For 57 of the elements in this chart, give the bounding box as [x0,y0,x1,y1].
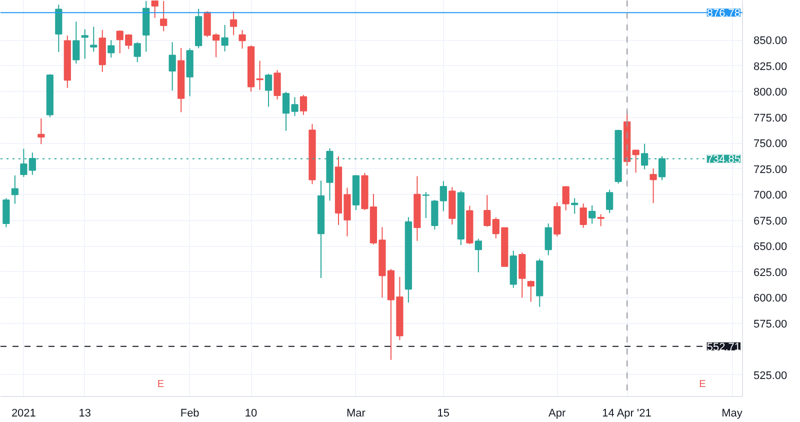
candlestick [230,11,238,36]
candlestick [597,214,604,227]
x-tick-label: Apr [548,408,566,420]
candlestick [527,280,534,302]
ref-line-label: 552.71 [706,341,741,354]
x-tick-label: 10 [244,408,258,420]
candlestick [160,0,168,32]
candlestick [90,26,98,52]
x-tick-label: Mar [346,408,366,420]
candlestick [81,28,88,60]
y-tick-label: 775.00 [754,112,788,124]
candlestick [11,174,18,204]
candlestick [650,168,657,204]
candlestick [151,0,158,18]
x-tick-label: 2021 [11,408,36,420]
candlestick [221,24,228,52]
candlestick [264,73,272,108]
candlestick [134,42,141,63]
candlestick [484,194,491,228]
candlestick [606,189,614,214]
x-tick-label: 13 [78,408,92,420]
y-tick-label: 600.00 [754,292,788,305]
candlestick [588,204,596,224]
y-tick-label: 575.00 [754,318,788,330]
x-tick-label: May [722,408,743,420]
candlestick [544,222,552,256]
candlestick [474,238,482,273]
candlestick [632,149,640,174]
y-tick-label: 625.00 [754,266,788,279]
candlestick [2,198,10,228]
annotation: E [699,379,706,390]
y-tick-label: 750.00 [754,138,788,150]
ref-line-label: 734.85 [706,154,741,166]
candlestick [274,70,281,100]
x-tick-label: 14 Apr '21 [602,408,652,420]
y-tick-label: 525.00 [754,370,788,382]
x-tick-label: Feb [180,408,200,420]
candlestick [580,202,587,228]
candlestick [562,186,570,211]
y-tick-label: 700.00 [754,190,788,202]
x-tick-label: 15 [437,408,450,420]
candlestick [422,192,430,219]
y-tick-label: 825.00 [754,60,788,73]
candlestick [38,118,45,145]
candlestick [72,21,80,64]
candlestick [518,252,526,298]
candlestick [238,30,246,50]
annotation: E [157,379,164,390]
candlestick [168,42,176,92]
candlestick [108,40,115,58]
y-tick-label: 675.00 [754,215,788,228]
y-tick-label: 725.00 [754,164,788,176]
candlestick [300,94,308,116]
y-tick-label: 650.00 [754,241,788,254]
y-tick-label: 800.00 [754,86,788,99]
y-tick-label: 850.00 [754,35,788,48]
candlestick [440,180,447,212]
